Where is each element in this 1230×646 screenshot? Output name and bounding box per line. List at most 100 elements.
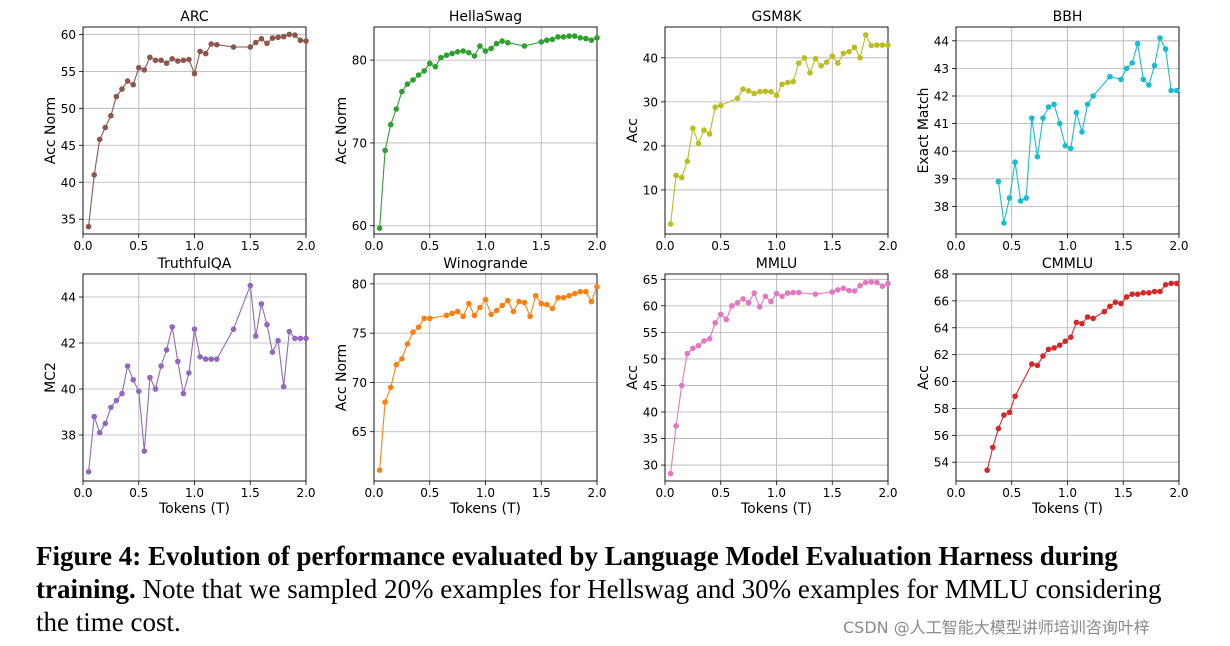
data-point [1079, 320, 1085, 327]
data-point [108, 112, 114, 119]
data-point [1168, 280, 1174, 287]
data-point [566, 292, 572, 299]
data-point [186, 370, 192, 376]
data-point [505, 297, 511, 304]
data-point [499, 38, 506, 44]
data-point [1146, 290, 1152, 296]
data-point [415, 72, 422, 78]
series-line [379, 286, 598, 471]
data-point [280, 33, 287, 40]
data-point [555, 34, 561, 40]
data-point [147, 54, 153, 61]
data-point [1118, 76, 1124, 83]
data-point [684, 350, 691, 357]
data-point [571, 33, 578, 39]
x-tick-label: 1.0 [1058, 239, 1077, 253]
data-point [147, 374, 153, 381]
x-axis-label: Tokens (T) [1031, 501, 1103, 517]
data-point [253, 333, 259, 339]
y-tick-label: 54 [934, 456, 949, 470]
data-point [823, 59, 830, 65]
data-point [532, 292, 539, 299]
data-point [740, 86, 746, 92]
data-point [555, 294, 561, 301]
x-tick-label: 2.0 [878, 239, 897, 253]
x-tick-label: 0.0 [655, 486, 674, 500]
data-point [286, 328, 293, 335]
y-tick-label: 70 [352, 136, 367, 150]
data-point [427, 315, 433, 322]
data-point [1029, 115, 1035, 121]
y-tick-label: 60 [934, 375, 949, 389]
data-point [1151, 288, 1158, 295]
data-point [1107, 73, 1113, 80]
y-axis-label: Acc [625, 365, 641, 390]
data-point [410, 77, 416, 83]
data-point [851, 44, 858, 51]
x-axis-label: Tokens (T) [158, 501, 230, 517]
data-point [874, 42, 880, 48]
data-point [113, 93, 120, 100]
data-point [186, 56, 192, 63]
data-point [690, 125, 696, 132]
plot-frame [664, 26, 889, 235]
data-point [784, 79, 791, 86]
data-point [96, 429, 103, 436]
x-tick-label: 0.5 [1002, 486, 1021, 500]
y-tick-label: 42 [61, 337, 76, 351]
data-point [673, 423, 679, 429]
data-point [1146, 82, 1152, 88]
y-tick-label: 30 [643, 459, 658, 473]
data-point [1068, 334, 1074, 341]
data-point [588, 298, 595, 305]
subplot-winogrande: 0.0 0.5 1.0 1.5 2.0 65 70 75 80 Winogrande Acc Nor… [334, 256, 607, 517]
data-point [835, 60, 841, 66]
data-point [113, 397, 120, 404]
x-tick-label: 0.5 [711, 239, 730, 253]
series-line [88, 285, 306, 472]
data-point [995, 178, 1002, 185]
x-tick-label: 1.5 [1114, 239, 1133, 253]
data-point [734, 95, 741, 102]
subplot-mmlu: 0.0 0.5 1.0 1.5 2.0 30 35 40 45 50 55 60 65 MMLU Acc To… [625, 256, 898, 517]
data-point [1001, 412, 1007, 418]
data-point [1040, 115, 1046, 121]
y-axis-label: Acc [625, 118, 641, 143]
data-point [471, 53, 478, 59]
data-point [477, 304, 483, 311]
data-point [454, 308, 461, 315]
x-tick-label: 0.0 [364, 239, 383, 253]
data-point [247, 282, 254, 289]
data-point [868, 42, 875, 49]
data-point [482, 296, 489, 303]
data-point [1090, 93, 1096, 99]
data-point [382, 399, 388, 405]
data-point [449, 310, 455, 317]
data-point [984, 467, 990, 474]
chart-title: Winogrande [443, 256, 527, 272]
y-tick-label: 70 [352, 376, 367, 390]
x-tick-label: 1.5 [241, 239, 260, 253]
data-point [141, 67, 148, 73]
data-point [1084, 101, 1091, 108]
x-tick-label: 0.5 [129, 486, 148, 500]
data-point [521, 43, 528, 49]
chart-title: GSM8K [752, 9, 803, 25]
data-point [393, 361, 400, 368]
data-point [560, 34, 567, 40]
data-point [583, 35, 589, 42]
data-point [387, 121, 394, 128]
y-axis-label: MC2 [43, 362, 59, 393]
data-point [1129, 291, 1135, 298]
data-point [130, 81, 136, 88]
y-tick-label: 60 [643, 299, 658, 313]
data-point [718, 102, 724, 109]
data-point [175, 58, 181, 64]
data-point [1101, 308, 1108, 315]
data-point [247, 44, 254, 50]
data-point [678, 174, 685, 181]
y-tick-label: 65 [643, 273, 658, 287]
data-point [1051, 345, 1057, 351]
data-point [594, 284, 600, 290]
